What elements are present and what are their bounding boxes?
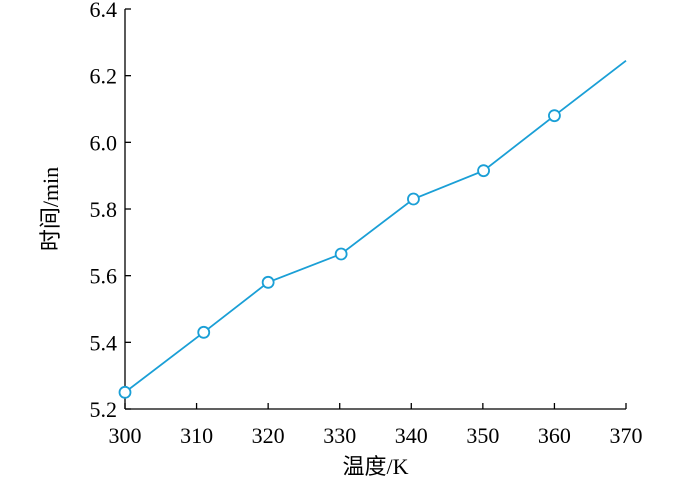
data-point xyxy=(197,325,211,339)
data-point xyxy=(407,192,420,206)
data-point xyxy=(261,275,275,289)
x-tick-label: 330 xyxy=(323,423,356,448)
y-tick-label: 6.0 xyxy=(90,130,118,155)
y-tick-label: 6.2 xyxy=(90,64,118,89)
series-layer xyxy=(118,59,627,399)
y-tick-label: 5.6 xyxy=(90,264,118,289)
y-tick-label: 5.2 xyxy=(90,397,118,422)
x-tick-label: 370 xyxy=(610,423,643,448)
data-point xyxy=(548,109,561,123)
y-tick-label: 5.8 xyxy=(90,197,118,222)
axes xyxy=(124,9,626,410)
data-point xyxy=(118,385,132,399)
data-point xyxy=(334,247,348,261)
x-tick-label: 320 xyxy=(252,423,285,448)
x-tick-label: 360 xyxy=(538,423,571,448)
y-tick-label: 6.4 xyxy=(90,0,118,22)
y-axis-label: 时间/min xyxy=(38,167,63,251)
y-tick-label: 5.4 xyxy=(90,330,118,355)
x-tick-label: 350 xyxy=(466,423,499,448)
data-point xyxy=(477,164,490,178)
y-ticks: 5.2 5.4 5.6 5.8 6.0 6.2 6.4 xyxy=(90,0,131,422)
x-axis-label: 温度/K xyxy=(342,454,408,479)
series-line xyxy=(124,59,627,394)
x-tick-label: 310 xyxy=(180,423,213,448)
x-tick-label: 300 xyxy=(109,423,142,448)
x-tick-label: 340 xyxy=(395,423,428,448)
x-ticks: 300 310 320 330 340 350 360 370 xyxy=(109,403,643,448)
